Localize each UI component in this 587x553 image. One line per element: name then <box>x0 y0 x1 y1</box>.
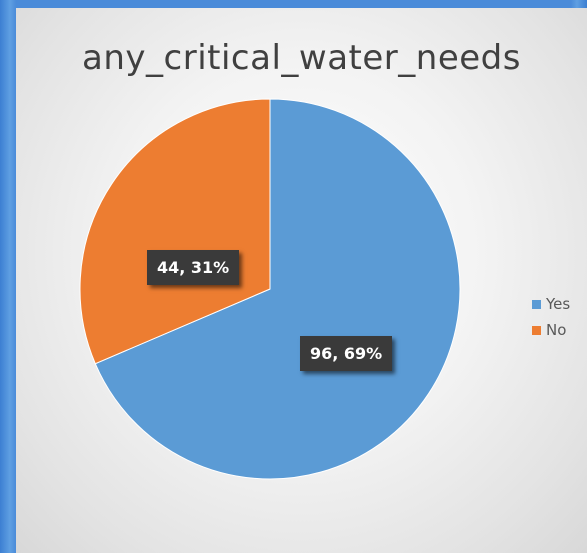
pie-slice-no <box>79 98 271 365</box>
legend-item-yes: Yes <box>532 291 570 317</box>
legend-item-no: No <box>532 317 570 343</box>
data-label-no: 44, 31% <box>147 250 240 285</box>
legend-swatch-no <box>532 325 541 335</box>
chart-title: any_critical_water_needs <box>82 38 521 78</box>
data-label-yes: 96, 69% <box>300 336 393 371</box>
chart-legend: Yes No <box>532 291 570 343</box>
legend-label-yes: Yes <box>546 295 571 313</box>
chart-area: any_critical_water_needs 44, 31% 96, 69%… <box>16 8 587 553</box>
legend-label-no: No <box>546 321 567 339</box>
pie-slice-yes <box>94 98 461 480</box>
legend-swatch-yes <box>532 299 541 309</box>
pie-chart <box>79 98 461 480</box>
